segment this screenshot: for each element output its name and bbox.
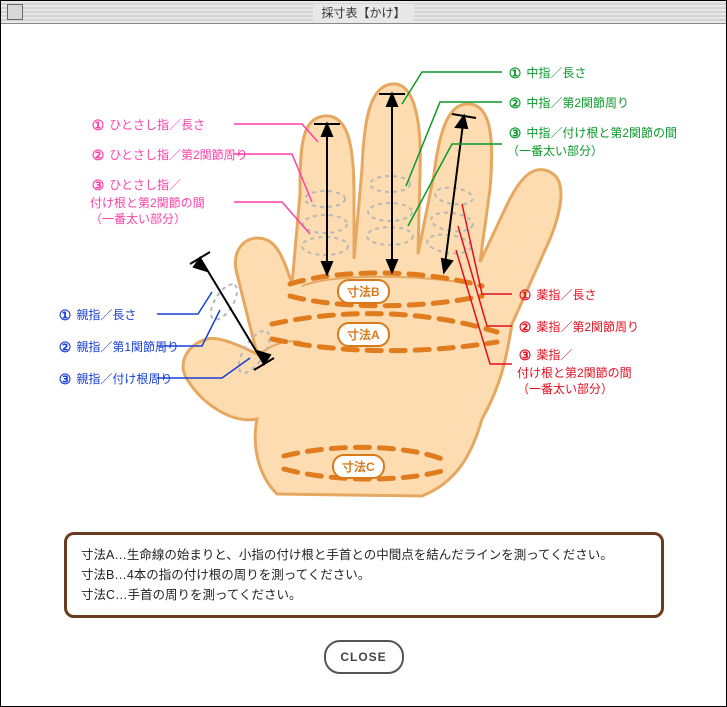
- label-index-1: ① ひとさし指／長さ: [90, 116, 205, 135]
- label-ring-1: ① 薬指／長さ: [517, 286, 596, 305]
- label-index-3: ③ ひとさし指／付け根と第2関節の間（一番太い部分）: [90, 176, 205, 227]
- label-index-2: ② ひとさし指／第2関節周り: [90, 146, 248, 165]
- label-middle-2: ② 中指／第2関節周り: [507, 94, 629, 113]
- note-c: 寸法C…手首の周りを測ってください。: [81, 585, 647, 605]
- label-middle-1: ① 中指／長さ: [507, 64, 586, 83]
- note-b: 寸法B…4本の指の付け根の周りを測ってください。: [81, 565, 647, 585]
- window: 採寸表【かけ】: [0, 0, 727, 707]
- titlebar: 採寸表【かけ】: [1, 1, 726, 24]
- close-box-icon[interactable]: [7, 4, 23, 20]
- note-a: 寸法A…生命線の始まりと、小指の付け根と手首との中間点を結んだラインを測ってくだ…: [81, 545, 647, 565]
- label-thumb-3: ③ 親指／付け根周り: [57, 370, 172, 389]
- close-button[interactable]: CLOSE: [324, 640, 404, 674]
- label-thumb-1: ① 親指／長さ: [57, 306, 136, 325]
- pill-dim-c: 寸法C: [332, 454, 385, 479]
- label-thumb-2: ② 親指／第1関節周り: [57, 338, 179, 357]
- label-middle-3: ③ 中指／付け根と第2関節の間（一番太い部分）: [507, 124, 677, 159]
- window-title: 採寸表【かけ】: [313, 4, 413, 21]
- notes-box: 寸法A…生命線の始まりと、小指の付け根と手首との中間点を結んだラインを測ってくだ…: [64, 532, 664, 618]
- content: 寸法B 寸法A 寸法C ① 親指／長さ ② 親指／第1関節周り ③ 親指／付け根…: [2, 24, 725, 705]
- pill-dim-b: 寸法B: [337, 279, 390, 304]
- pill-dim-a: 寸法A: [337, 322, 390, 347]
- label-ring-2: ② 薬指／第2関節周り: [517, 318, 639, 337]
- label-ring-3: ③ 薬指／付け根と第2関節の間（一番太い部分）: [517, 346, 632, 397]
